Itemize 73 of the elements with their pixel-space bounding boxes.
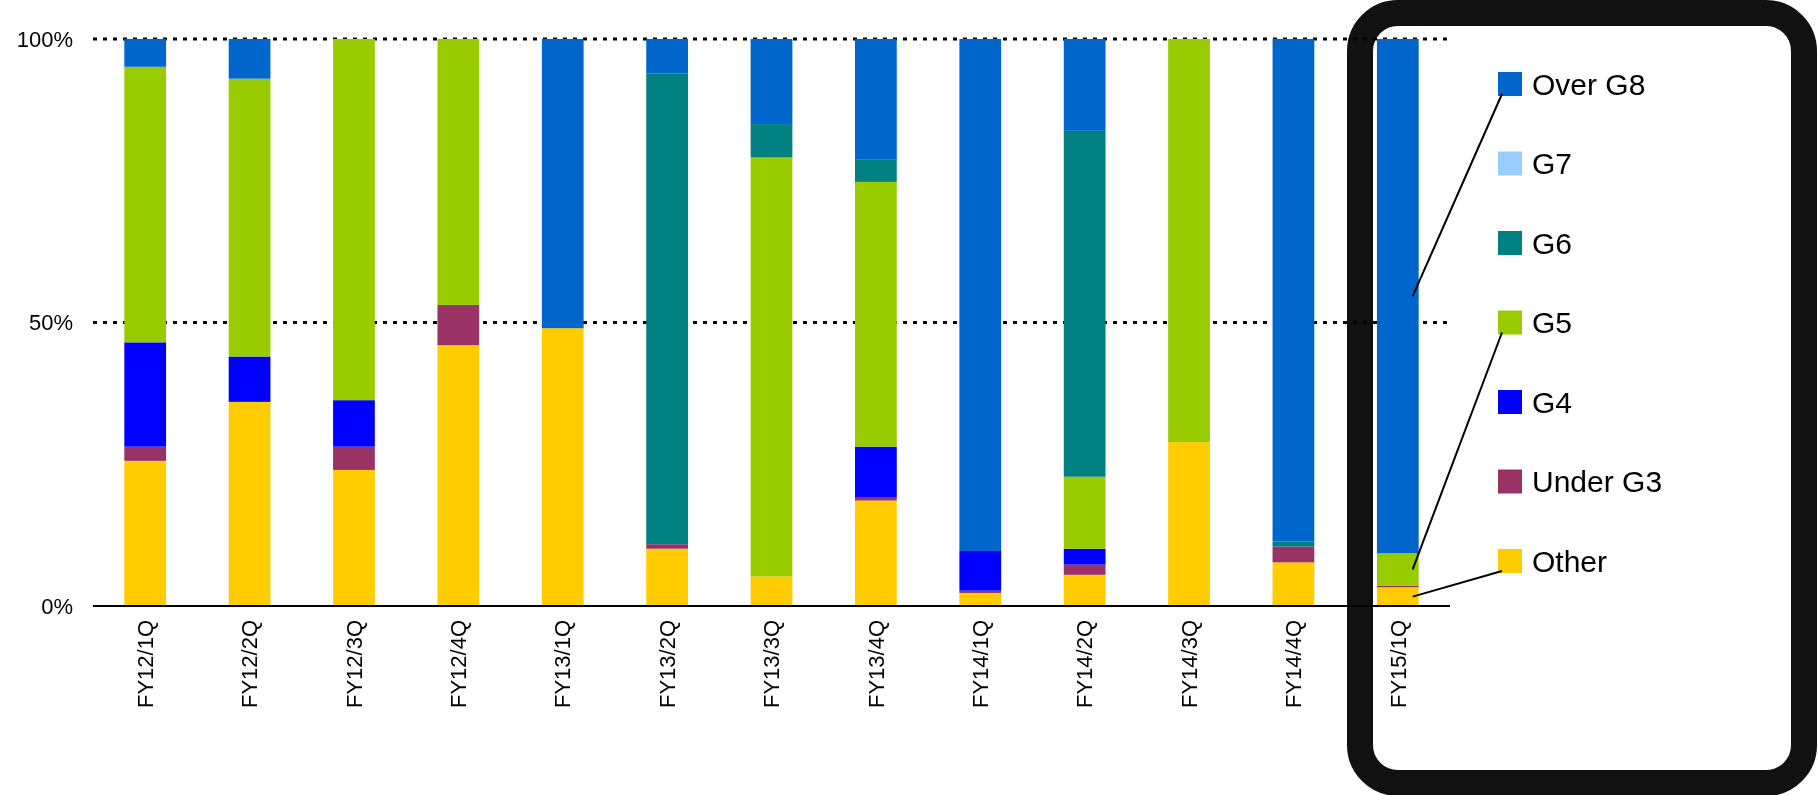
legend-label: G6 (1532, 226, 1573, 260)
bar (750, 39, 793, 125)
bar (1063, 548, 1106, 565)
legend-label: G4 (1532, 385, 1573, 419)
bar (855, 181, 897, 447)
bar (228, 39, 271, 79)
bar (1063, 574, 1106, 606)
bar (1063, 476, 1106, 549)
bar (1376, 587, 1419, 606)
bar (333, 469, 375, 606)
bar (855, 159, 897, 182)
bar (646, 544, 688, 549)
x-tick-label: FY13/3Q (759, 620, 785, 709)
bar (541, 328, 584, 606)
bar (124, 460, 167, 606)
x-tick-label: FY13/1Q (550, 620, 576, 709)
y-tick-label: 0% (41, 593, 73, 619)
bar (124, 66, 167, 343)
bar (646, 39, 688, 74)
bar (437, 304, 480, 346)
x-tick-label: FY12/2Q (237, 620, 263, 709)
bar (959, 551, 1002, 591)
bar (1168, 39, 1210, 443)
legend-label: G7 (1532, 147, 1573, 180)
legend-label: Other (1532, 544, 1608, 578)
x-tick-label: FY12/1Q (132, 620, 158, 709)
bar (1272, 39, 1315, 542)
x-tick-label: FY13/4Q (863, 620, 889, 709)
bar (1272, 546, 1315, 563)
x-tick-label: FY14/1Q (967, 620, 993, 709)
bar (855, 446, 897, 498)
x-tick-label: FY14/2Q (1072, 620, 1098, 709)
bar (333, 400, 375, 447)
bar (437, 345, 480, 606)
bar (333, 39, 375, 401)
bar (124, 39, 167, 67)
bar (855, 39, 897, 160)
bar (1063, 39, 1106, 131)
bar (124, 446, 167, 461)
x-tick-label: FY14/3Q (1176, 620, 1202, 709)
bar (750, 576, 793, 606)
x-tick-label: FY12/4Q (446, 620, 472, 709)
bar (228, 78, 271, 357)
bar (124, 342, 167, 447)
bar (1063, 564, 1106, 575)
bar (1272, 562, 1315, 606)
x-tick-label: FY13/2Q (654, 620, 680, 709)
bar (750, 157, 793, 577)
bar (646, 548, 688, 606)
bar (437, 39, 480, 305)
bar (959, 39, 1002, 551)
bar (228, 356, 271, 402)
legend-label: Over G8 (1532, 67, 1646, 101)
bar (646, 73, 688, 545)
bar (1376, 39, 1419, 554)
bar (855, 500, 897, 606)
y-tick-label: 100% (16, 26, 73, 52)
bar (855, 497, 897, 501)
bar (333, 446, 375, 470)
bar (541, 39, 584, 329)
bar (959, 592, 1002, 606)
x-tick-label: FY15/1Q (1385, 620, 1411, 709)
bar (1376, 553, 1419, 586)
legend-label: Under G3 (1532, 465, 1663, 498)
bar (1063, 130, 1106, 477)
legend-label: G5 (1532, 306, 1573, 339)
bar (1272, 541, 1315, 547)
bar (228, 401, 271, 606)
bar (750, 124, 793, 158)
y-tick-label: 50% (28, 310, 73, 336)
x-tick-label: FY12/3Q (341, 620, 367, 709)
x-tick-label: FY14/4Q (1281, 620, 1307, 709)
bar (1168, 442, 1210, 606)
